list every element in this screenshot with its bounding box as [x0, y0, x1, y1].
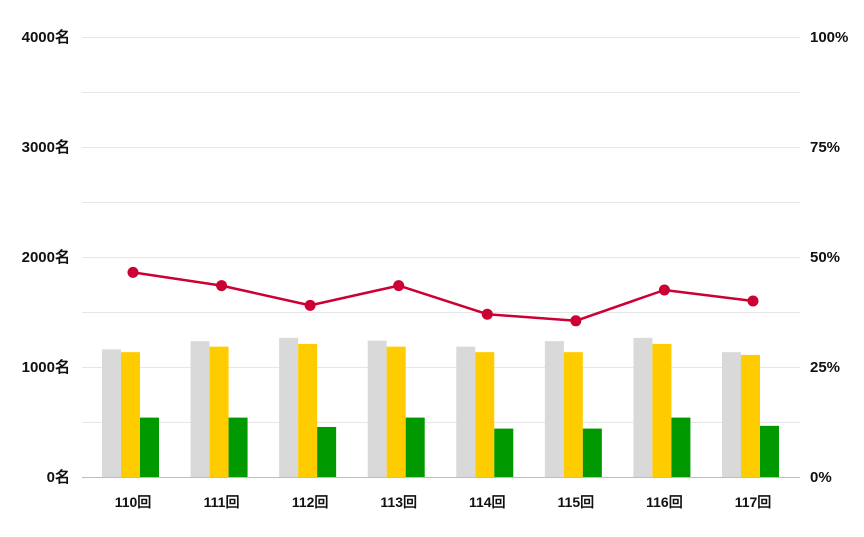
- bar-s3-c8: [759, 425, 779, 477]
- gridlines: [82, 37, 800, 423]
- line-point-c1: [127, 266, 139, 278]
- bar-s2-c5: [475, 352, 495, 477]
- bar-s1-c5: [456, 346, 476, 477]
- x-tick-label: 111回: [204, 494, 240, 510]
- line-point-c7: [658, 284, 670, 296]
- right-tick-label: 100%: [810, 29, 848, 46]
- left-tick-label: 0名: [47, 468, 70, 486]
- right-tick-label: 75%: [810, 139, 840, 156]
- bar-s1-c2: [190, 341, 210, 477]
- line-point-c3: [304, 299, 316, 311]
- bar-s1-c1: [102, 349, 121, 477]
- line-series: [127, 266, 759, 327]
- bar-s3-c5: [494, 428, 514, 477]
- line-point-c6: [570, 315, 582, 327]
- x-tick-label: 115回: [558, 494, 595, 510]
- left-tick-label: 2000名: [22, 248, 70, 266]
- bar-s1-c6: [544, 341, 564, 477]
- right-axis-ticks: 0% 25% 50% 75% 100%: [810, 29, 848, 486]
- right-tick-label: 50%: [810, 249, 840, 266]
- bar-s2-c4: [386, 346, 406, 477]
- bar-s2-c7: [652, 343, 672, 477]
- bar-s1-c7: [633, 337, 653, 477]
- x-tick-label: 113回: [380, 494, 417, 510]
- line-point-c2: [216, 280, 228, 292]
- x-tick-label: 117回: [735, 494, 772, 510]
- left-tick-label: 3000名: [22, 138, 70, 156]
- x-axis-ticks: 110回 111回 112回 113回 114回 115回 116回 117回: [115, 494, 772, 510]
- bar-s2-c2: [209, 346, 229, 477]
- bar-s3-c4: [405, 417, 425, 477]
- x-tick-label: 114回: [469, 494, 506, 510]
- bar-s2-c8: [740, 354, 760, 477]
- line-point-c4: [393, 280, 405, 292]
- right-tick-label: 0%: [810, 469, 832, 486]
- x-tick-label: 110回: [115, 494, 152, 510]
- bar-s3-c6: [582, 428, 602, 477]
- bar-s1-c4: [367, 340, 387, 477]
- x-tick-label: 112回: [292, 494, 329, 510]
- bar-s3-c3: [317, 426, 337, 477]
- bar-s3-c7: [671, 417, 691, 477]
- left-tick-label: 4000名: [22, 28, 70, 46]
- line-point-c8: [747, 295, 759, 307]
- right-tick-label: 25%: [810, 359, 840, 376]
- bar-s1-c3: [279, 337, 299, 477]
- bar-s2-c1: [121, 352, 140, 477]
- bar-s1-c8: [721, 352, 741, 477]
- bar-series: [102, 337, 779, 477]
- bar-s2-c6: [563, 352, 583, 477]
- left-tick-label: 1000名: [22, 358, 70, 376]
- bar-s3-c2: [228, 417, 248, 477]
- line-point-c5: [481, 308, 493, 320]
- line-path-1: [132, 271, 754, 323]
- bar-s3-c1: [140, 417, 159, 477]
- left-axis-ticks: 0名 1000名 2000名 3000名 4000名: [22, 28, 70, 486]
- bar-s2-c3: [298, 343, 318, 477]
- x-tick-label: 116回: [646, 494, 683, 510]
